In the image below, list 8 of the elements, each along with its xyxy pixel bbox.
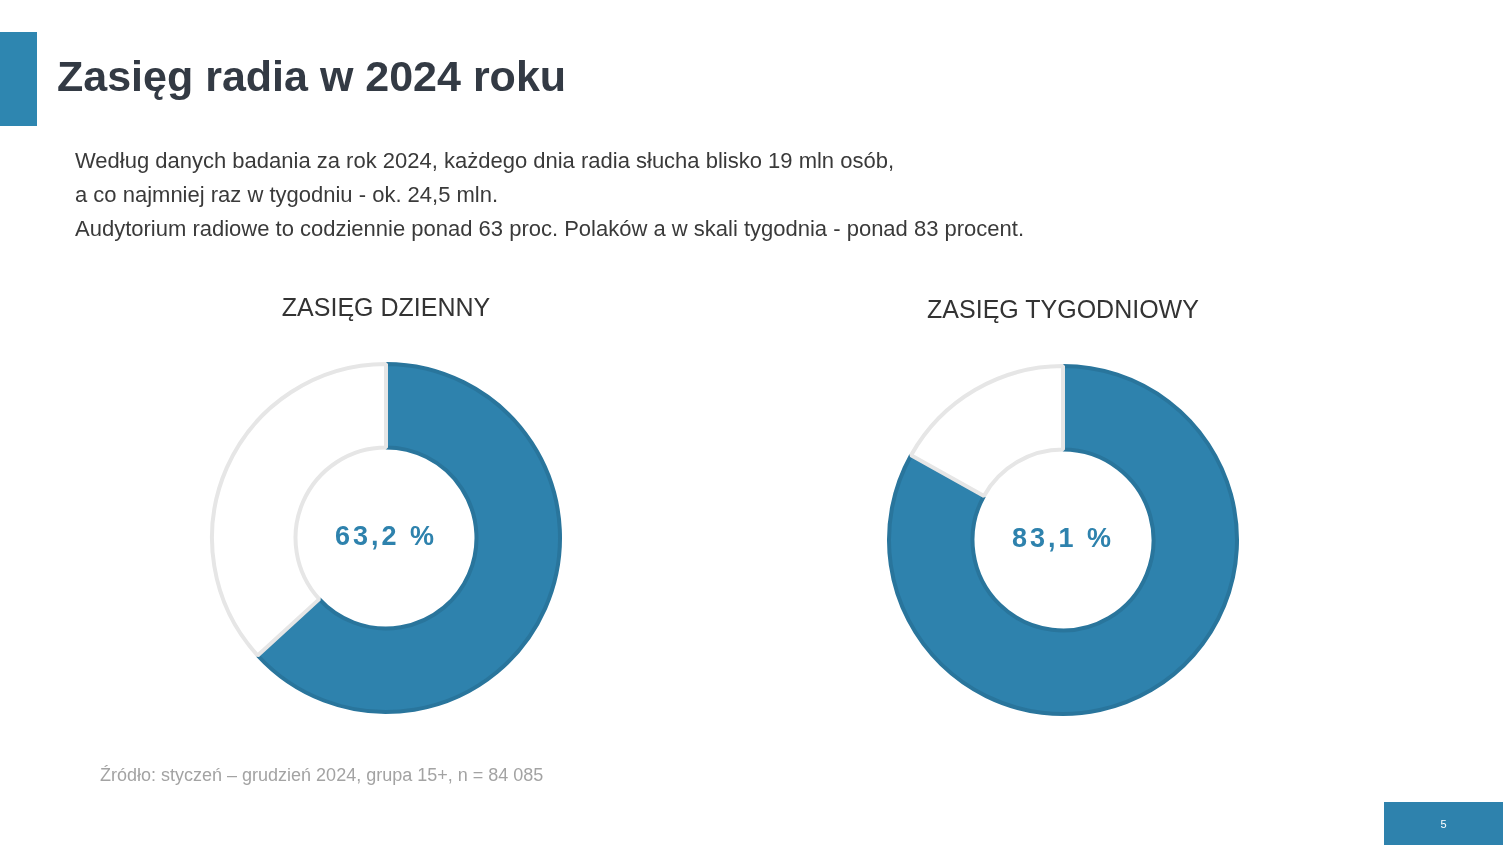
- data-label: 83,1 %: [1011, 523, 1115, 554]
- text: Zasięg radia w 2024 roku: [57, 51, 568, 102]
- text: 5: [1440, 816, 1447, 831]
- text: Według danych badania za rok 2024, każdego dnia radia słucha blisko 19 mln osób, a co najmniej raz w tygodniu - ok. 24,5 mln. Audytorium radiowe to codziennie ponad 63 proc. Polaków a w skali tygodnia - ponad 83 procent.: [75, 147, 1025, 243]
- text: Źródło: styczeń – grudzień 2024, grupa 15+, n = 84 085: [100, 764, 544, 786]
- chart-title: ZASIĘG TYGODNIOWY: [926, 294, 1200, 325]
- chart-title: ZASIĘG DZIENNY: [280, 292, 492, 323]
- data-label: 63,2 %: [334, 521, 438, 552]
